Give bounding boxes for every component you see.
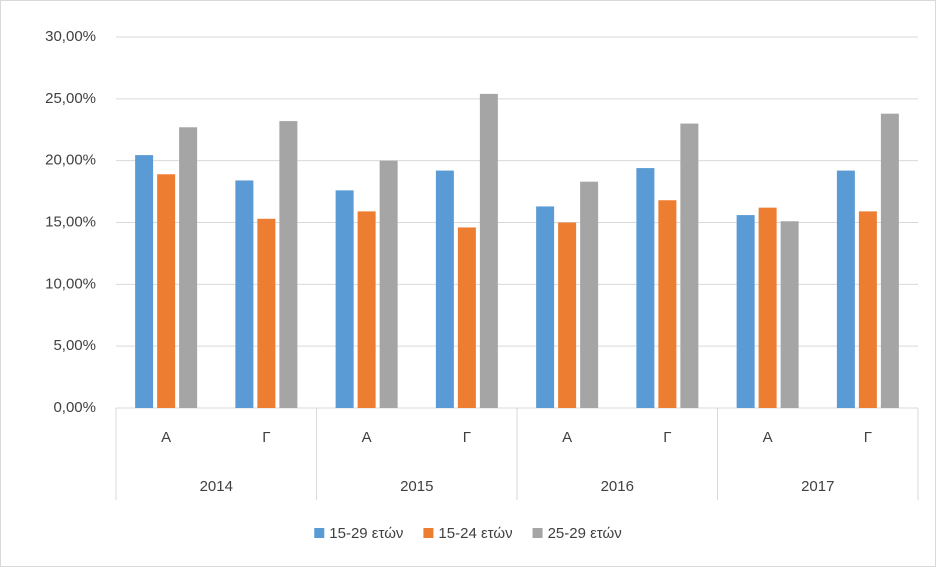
bar xyxy=(658,200,677,408)
bar xyxy=(479,93,498,409)
legend-swatch xyxy=(423,528,434,538)
bar xyxy=(858,211,877,408)
bar xyxy=(780,221,799,408)
bar xyxy=(157,174,176,408)
bar xyxy=(257,218,276,408)
bar xyxy=(758,207,777,408)
x-tick-label: Γ xyxy=(463,429,471,446)
y-tick-label: 20,00% xyxy=(45,152,96,169)
bar xyxy=(880,113,899,408)
x-tick-label: Α xyxy=(161,429,171,446)
legend-swatch xyxy=(532,528,543,538)
group-label: 2017 xyxy=(801,478,834,495)
bar xyxy=(179,127,198,408)
bar xyxy=(379,160,398,408)
group-label: 2016 xyxy=(601,478,634,495)
x-tick-label: Α xyxy=(763,429,773,446)
x-tick-label: Γ xyxy=(663,429,671,446)
bar xyxy=(357,211,376,408)
x-tick-label: Α xyxy=(562,429,572,446)
legend-swatch xyxy=(314,528,325,538)
y-tick-label: 0,00% xyxy=(53,399,96,416)
y-tick-label: 25,00% xyxy=(45,90,96,107)
x-tick-label: Γ xyxy=(864,429,872,446)
bar xyxy=(736,215,755,408)
legend-label: 15-24 ετών xyxy=(438,525,512,542)
y-tick-label: 5,00% xyxy=(53,337,96,354)
legend-label: 15-29 ετών xyxy=(329,525,403,542)
group-label: 2015 xyxy=(400,478,433,495)
x-tick-label: Γ xyxy=(262,429,270,446)
bar xyxy=(636,168,655,408)
group-label: 2014 xyxy=(200,478,233,495)
bar xyxy=(457,227,476,408)
y-tick-label: 15,00% xyxy=(45,213,96,230)
x-tick-label: Α xyxy=(362,429,372,446)
bar xyxy=(279,121,298,409)
y-tick-label: 30,00% xyxy=(45,28,96,45)
legend-label: 25-29 ετών xyxy=(548,525,622,542)
bar xyxy=(680,123,699,409)
y-tick-label: 10,00% xyxy=(45,275,96,292)
bar xyxy=(836,170,855,408)
bar xyxy=(435,170,454,408)
bar xyxy=(558,222,577,408)
bar xyxy=(135,155,154,408)
bar xyxy=(580,181,599,408)
bar xyxy=(235,180,254,408)
bar xyxy=(536,206,555,408)
bar xyxy=(335,190,354,408)
